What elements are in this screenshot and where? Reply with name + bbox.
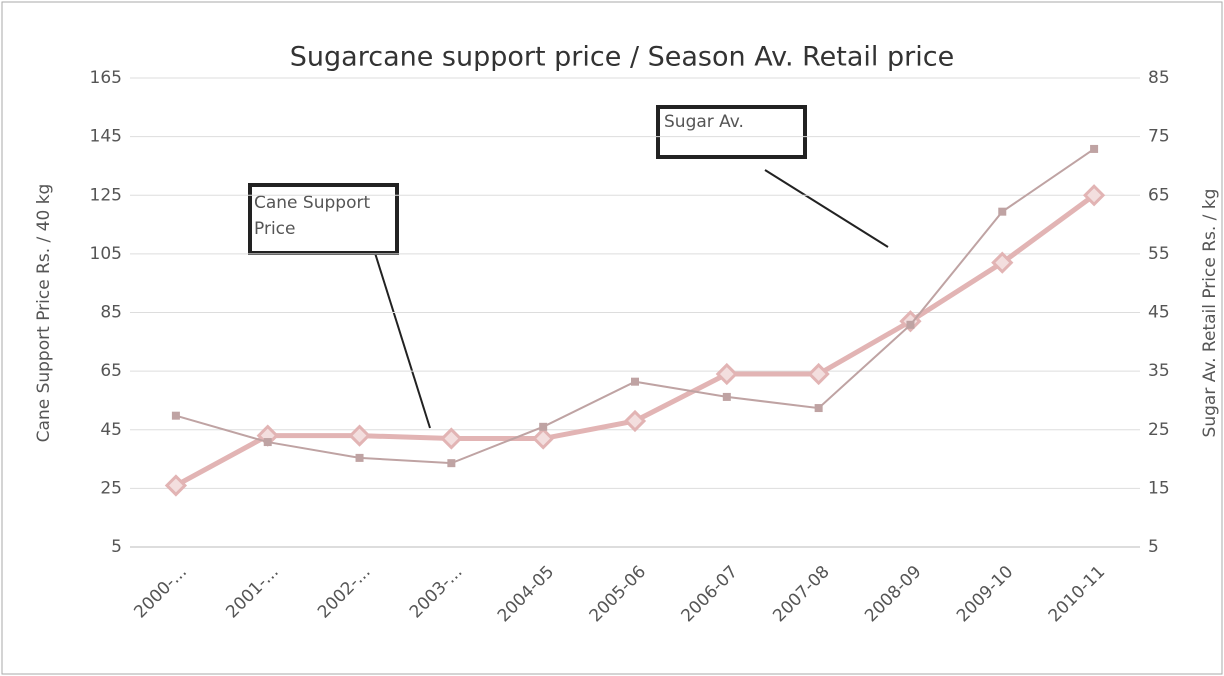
annotation-arrow: [764, 169, 889, 248]
point: [1082, 184, 1106, 207]
point: [440, 427, 463, 450]
y-tick-label: 165: [90, 68, 122, 88]
y2-tick-label: 45: [1148, 303, 1170, 323]
y2-axis-label: Sugar Av. Retail Price Rs. / kg: [1200, 189, 1220, 438]
y-tick-label: 5: [111, 537, 122, 557]
y-axis-label: Cane Support Price Rs. / 40 kg: [34, 184, 54, 443]
y2-tick-label: 55: [1148, 244, 1170, 264]
y2-tick-label: 25: [1148, 420, 1170, 440]
point: [171, 411, 180, 420]
y-tick-label: 45: [100, 420, 122, 440]
point: [906, 320, 915, 329]
point: [1090, 144, 1099, 153]
annotation-holder: Cane Support Price: [254, 193, 371, 239]
y-tick-label: 85: [100, 303, 122, 323]
y2-tick-label: 65: [1148, 185, 1170, 205]
y2-tick-label: 15: [1148, 478, 1170, 498]
y2-tick-label: 5: [1148, 537, 1159, 557]
point: [715, 362, 738, 386]
point: [623, 409, 647, 433]
annotation-box: [248, 183, 399, 255]
y-tick-label: 105: [90, 244, 122, 264]
point: [164, 474, 188, 497]
y-tick-label: 25: [100, 478, 122, 498]
y2-tick-label: 35: [1148, 361, 1170, 381]
point: [348, 424, 371, 447]
annotation: Cane Support Price: [254, 193, 371, 239]
point: [447, 459, 456, 468]
point: [814, 404, 823, 413]
point: [991, 251, 1014, 274]
annotation-box: [656, 105, 807, 159]
chart-title: Sugarcane support price / Season Av. Ret…: [290, 42, 954, 73]
point: [998, 207, 1007, 216]
point: [355, 453, 364, 462]
y2-tick-label: 85: [1148, 68, 1170, 88]
point: [631, 377, 639, 386]
point: [807, 362, 830, 386]
y-tick-label: 145: [90, 127, 122, 147]
point: [722, 392, 731, 401]
annotation-arrow: [374, 252, 431, 429]
y-tick-label: 125: [90, 185, 122, 205]
y2-tick-label: 75: [1148, 127, 1170, 147]
point: [539, 422, 548, 431]
point: [532, 427, 555, 450]
point: [263, 438, 272, 447]
annotation: Sugar Av.: [664, 112, 744, 132]
y-tick-label: 65: [100, 361, 122, 381]
